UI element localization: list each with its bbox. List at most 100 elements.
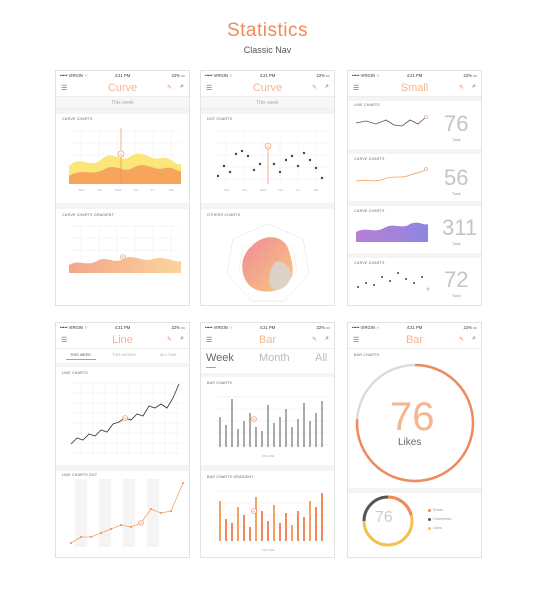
bar (243, 515, 245, 541)
curve-gradient-chart: 31 (69, 225, 181, 273)
battery: 22% ▭ (316, 73, 330, 78)
svg-text:Sat: Sat (169, 188, 174, 192)
clock: 4:21 PM (406, 325, 423, 330)
menu-icon[interactable]: ☰ (61, 85, 68, 92)
svg-text:Wed: Wed (115, 188, 121, 192)
section-label: LINE CHARTS (62, 371, 88, 375)
search-icon[interactable]: ⌕ (325, 83, 329, 90)
battery: 22% ▭ (316, 325, 330, 330)
menu-icon[interactable]: ☰ (61, 337, 68, 344)
card-value: 72 (444, 267, 469, 292)
svg-text:Wed: Wed (260, 188, 266, 192)
bubble-label: 31 (266, 145, 270, 149)
nav-title: Small (400, 82, 429, 94)
bar-gradient-chart: 31 VOLUME (214, 490, 328, 552)
card-value: 56 (444, 165, 469, 190)
legend-item: Share (428, 508, 443, 512)
dot-chart: 31 Mon Tue Wed Thu Fri Sat (214, 130, 326, 192)
mini-area-chart (356, 222, 428, 242)
search-icon[interactable]: ⌕ (325, 335, 329, 342)
status-bar: ••••• VIRGIN ⌔ 4:21 PM 22% ▭ (201, 323, 334, 332)
nav-bar: ☰ Bar ✎ ⌕ (348, 332, 481, 349)
card-label: CURVE CHARTS (354, 209, 385, 213)
x-ticks: Mon Tue Wed Thu Fri Sat (79, 188, 174, 192)
bar (285, 513, 287, 541)
svg-text:Tue: Tue (97, 188, 102, 192)
tab-week[interactable]: Week (206, 352, 234, 364)
menu-icon[interactable]: ☰ (206, 337, 213, 344)
section-label: BAR CHARTS (354, 353, 380, 357)
edit-icon[interactable]: ✎ (311, 85, 317, 91)
card-label: LINE CHARTS (354, 103, 380, 107)
nav-bar: ☰ Bar ✎ ⌕ (201, 332, 334, 349)
phone-bar: ••••• VIRGIN ⌔ 4:21 PM 22% ▭ ☰ Bar ✎ ⌕ W… (200, 322, 335, 558)
search-icon[interactable]: ⌕ (180, 335, 184, 342)
bar (321, 493, 323, 541)
card-unit: Total (452, 137, 461, 142)
phone-line: ••••• VIRGIN ⌔ 4:21 PM 22% ▭ ☰ Line ✎ ⌕ … (55, 322, 190, 558)
tab-indicator (206, 367, 216, 368)
section-label: CURVE CHARTS GRADIENT (62, 213, 114, 217)
nav-bar: ☰ Curve ✎ ⌕ (56, 80, 189, 97)
clock: 4:21 PM (406, 73, 423, 78)
edit-icon[interactable]: ✎ (458, 337, 464, 343)
edit-icon[interactable]: ✎ (458, 85, 464, 91)
phone-curve: ••••• VIRGIN ⌔ 4:21 PM 22% ▭ ☰ Curve ✎ ⌕… (55, 70, 190, 306)
search-icon[interactable]: ⌕ (472, 335, 476, 342)
clock: 4:21 PM (259, 325, 276, 330)
carrier: ••••• VIRGIN ⌔ (205, 73, 234, 78)
line-chart: 31 (69, 382, 183, 456)
nav-title: Bar (405, 334, 424, 346)
search-icon[interactable]: ⌕ (180, 83, 184, 90)
svg-text:Fri: Fri (151, 188, 155, 192)
page-subtitle: Classic Nav (243, 45, 292, 55)
section-label: LINE CHARTS DOT (62, 473, 98, 477)
svg-text:31: 31 (140, 521, 143, 525)
bar (219, 501, 221, 541)
status-bar: ••••• VIRGIN ⌔ 4:21 PM 22% ▭ (56, 71, 189, 80)
bar (225, 519, 227, 541)
curve-chart: 31 Mon Tue Wed Thu Fri Sat (69, 128, 181, 192)
bar (261, 511, 263, 541)
menu-icon[interactable]: ☰ (353, 337, 360, 344)
bar (309, 501, 311, 541)
phone-curve-dots: ••••• VIRGIN ⌔ 4:21 PM 22% ▭ ☰ Curve ✎ ⌕… (200, 70, 335, 306)
carrier: ••••• VIRGIN ⌔ (352, 73, 381, 78)
tab-all-time[interactable]: ALL TIME (160, 353, 177, 357)
battery: 22% ▭ (171, 325, 185, 330)
legend-item: Comments (428, 517, 451, 521)
menu-icon[interactable]: ☰ (353, 85, 360, 92)
svg-text:Mon: Mon (79, 188, 85, 192)
menu-icon[interactable]: ☰ (206, 85, 213, 92)
edit-icon[interactable]: ✎ (311, 337, 317, 343)
tab-this-month[interactable]: THIS MONTH (112, 353, 136, 357)
card-value: 311 (442, 215, 478, 240)
battery: 22% ▭ (463, 73, 477, 78)
edit-icon[interactable]: ✎ (166, 85, 172, 91)
segment-this-week[interactable]: This week (56, 97, 189, 109)
tab-all[interactable]: All (315, 352, 328, 364)
bar (255, 497, 257, 541)
ring-value: 76 (390, 395, 435, 439)
bar (315, 507, 317, 541)
svg-text:31: 31 (124, 416, 127, 420)
segment-this-week[interactable]: This week (201, 97, 334, 109)
ring-gauge (355, 363, 475, 483)
tab-month[interactable]: Month (259, 352, 290, 364)
nav-title: Line (112, 334, 133, 346)
clock: 4:21 PM (259, 73, 276, 78)
edit-icon[interactable]: ✎ (166, 337, 172, 343)
phone-bar-ring: ••••• VIRGIN ⌔ 4:21 PM 22% ▭ ☰ Bar ✎ ⌕ B… (347, 322, 482, 558)
mini-curve-chart (355, 167, 428, 182)
search-icon[interactable]: ⌕ (472, 83, 476, 90)
battery: 22% ▭ (463, 325, 477, 330)
tab-this-week[interactable]: THIS WEEK (70, 353, 91, 357)
ring-unit: Likes (398, 437, 422, 448)
section-label: OTHERS CHARTS (207, 213, 241, 217)
svg-text:31: 31 (122, 255, 125, 259)
clock: 4:21 PM (114, 73, 131, 78)
nav-title: Curve (252, 82, 283, 94)
svg-text:Mon: Mon (224, 188, 230, 192)
svg-text:VOLUME: VOLUME (262, 548, 275, 552)
status-bar: ••••• VIRGIN ⌔ 4:21 PM 22% ▭ (348, 323, 481, 332)
